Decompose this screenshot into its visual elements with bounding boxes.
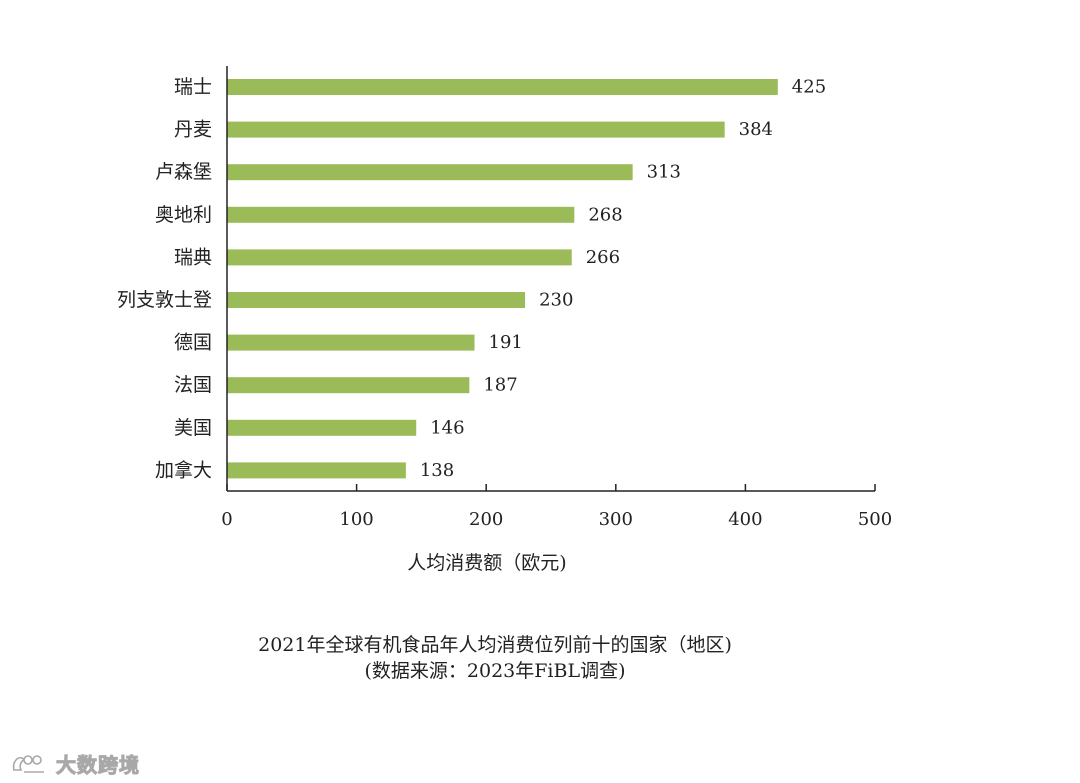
bar-3 [227, 206, 575, 223]
bar-7 [227, 377, 470, 394]
category-label: 奥地利 [155, 204, 212, 226]
x-axis-title: 人均消费额（欧元) [407, 552, 566, 574]
value-label: 268 [588, 204, 622, 225]
x-tick-label: 200 [469, 509, 503, 530]
bar-9 [227, 462, 406, 479]
x-tick-label: 100 [339, 509, 373, 530]
bar-0 [227, 79, 778, 95]
chart-caption-source: (数据来源：2023年FiBL调查) [364, 660, 626, 682]
watermark-text: 大数跨境 [56, 752, 140, 777]
value-label: 138 [420, 460, 454, 481]
bar-chart: 瑞士 425 丹麦 384 卢森堡 313 奥地利 268 瑞典 266 列支敦士登 230 德国 191… [117, 66, 892, 574]
x-tick-label: 500 [858, 509, 892, 530]
category-label: 法国 [174, 374, 212, 396]
value-label: 230 [539, 290, 573, 311]
ebrun-logo-icon [12, 755, 44, 773]
category-label: 美国 [174, 417, 212, 439]
value-label: 187 [483, 375, 517, 396]
bar-2 [227, 164, 633, 181]
value-label: 191 [489, 332, 523, 353]
bars-layer: 瑞士 425 丹麦 384 卢森堡 313 奥地利 268 瑞典 266 列支敦士登 230 德国 191… [117, 76, 826, 481]
bar-4 [227, 249, 572, 266]
category-label: 德国 [174, 332, 212, 354]
value-label: 266 [586, 247, 620, 268]
category-label: 加拿大 [155, 458, 212, 481]
category-label: 瑞士 [174, 76, 212, 98]
chart-caption-title: 2021年全球有机食品年人均消费位列前十的国家（地区) [258, 634, 732, 656]
axes-layer: 0 100 200 300 400 500 [221, 66, 892, 530]
value-label: 313 [647, 162, 681, 183]
x-tick-label: 300 [599, 509, 633, 530]
bar-1 [227, 121, 725, 138]
bar-8 [227, 419, 417, 436]
value-label: 384 [739, 119, 773, 140]
category-label: 瑞典 [174, 246, 212, 268]
category-label: 丹麦 [174, 119, 212, 141]
category-label: 列支敦士登 [117, 289, 212, 311]
value-label: 425 [792, 77, 826, 98]
x-tick-label: 400 [728, 509, 762, 530]
x-tick-label: 0 [221, 509, 232, 530]
bar-5 [227, 292, 526, 308]
value-label: 146 [430, 417, 464, 438]
category-label: 卢森堡 [155, 161, 212, 183]
watermark: 大数跨境 [10, 748, 140, 778]
bar-6 [227, 334, 475, 351]
